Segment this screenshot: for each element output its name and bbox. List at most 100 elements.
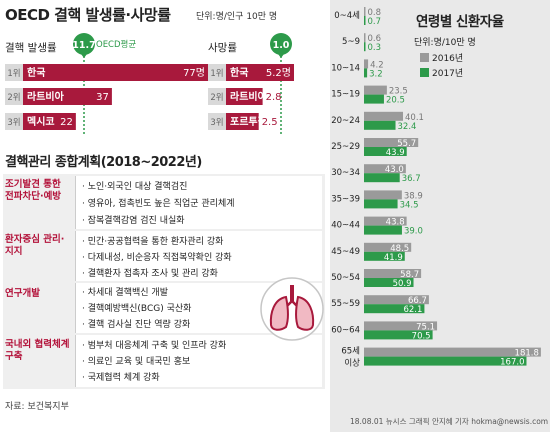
bar-incidence-1: [23, 88, 112, 105]
rank-text-incidence-1: 2위: [7, 93, 20, 103]
value-2017-4: 32.4: [398, 122, 417, 132]
value-2017-2: 3.2: [369, 69, 383, 79]
value-2017-6: 36.7: [402, 174, 421, 184]
age-label-4: 20~24: [331, 116, 360, 126]
rank-text-incidence-2: 3위: [7, 118, 20, 128]
rank-text-mortality-0: 1위: [210, 69, 223, 79]
value-2017-8: 39.0: [404, 227, 423, 237]
value-2016-2: 4.2: [370, 60, 384, 70]
value-2016-0: 0.8: [368, 8, 382, 18]
value-2017-13: 167.0: [500, 358, 524, 368]
bar-2016-6: [364, 164, 406, 174]
rank-text-incidence-0: 1위: [7, 69, 20, 79]
bar-2017-12: [364, 330, 433, 340]
bar-2017-4: [364, 120, 396, 130]
reference-pin-mortality: [270, 33, 292, 55]
value-2016-10: 58.7: [400, 270, 419, 280]
value-2016-13: 181.8: [515, 349, 539, 359]
bar-2017-13: [364, 356, 527, 366]
bar-incidence-0: [23, 64, 208, 81]
bar-2017-5: [364, 147, 407, 156]
rank-badge-mortality-2: [208, 113, 226, 130]
value-2016-9: 48.5: [390, 244, 409, 254]
bar-2017-6: [364, 173, 400, 183]
rank-text-mortality-2: 3위: [210, 118, 223, 128]
value-2016-3: 23.5: [389, 87, 408, 97]
bar-2016-4: [364, 111, 404, 121]
bar-2017-10: [364, 278, 414, 287]
main-title: OECD 결핵 발생률·사망률: [5, 6, 171, 24]
mortality-heading: 사망률: [208, 42, 237, 54]
section-1-item-2: · 영유아, 접촉빈도 높은 직업군 관리체계: [82, 199, 235, 209]
bar-2016-1: [364, 33, 366, 43]
rank-badge-incidence-0: [5, 64, 23, 81]
section-3-item-3: · 결핵 검사실 진단 역량 강화: [82, 320, 191, 330]
legend-2017: 2017년: [420, 66, 463, 79]
value-2016-6: 43.0: [385, 165, 404, 175]
age-label-6: 30~34: [331, 168, 360, 178]
left-panel: OECD 결핵 발생률·사망률 단위:명/인구 10만 명 결핵 발생률 사망률…: [0, 0, 330, 432]
section-4-item-1: · 범부처 대응체계 구축 및 인프라 강화: [82, 341, 227, 351]
section-3-label: 연구개발: [5, 288, 40, 299]
bar-2017-9: [364, 251, 405, 261]
value-label-incidence-0: 77명: [183, 67, 205, 79]
bar-2017-2: [364, 68, 368, 78]
country-label-mortality-0: 한국: [230, 67, 248, 79]
bar-2017-11: [364, 304, 425, 314]
reference-pin-tip-mortality: [275, 50, 287, 58]
age-bar-chart: 0~4세 0.80.75~9 0.60.310~14 4.23.215~19 23.52…: [331, 7, 541, 369]
age-label-11: 55~59: [331, 299, 360, 309]
value-2017-9: 41.9: [384, 253, 403, 263]
value-2017-11: 62.1: [403, 305, 422, 315]
age-chart-unit: 단위:명/10만 명: [414, 38, 476, 48]
value-label-mortality-0: 5.2명: [266, 67, 291, 79]
source-note: 자료: 보건복지부: [5, 402, 69, 412]
legend-swatch-2017: [420, 68, 429, 77]
value-label-mortality-2: 2.5: [262, 117, 278, 128]
section-2-item-1: · 민간·공공협력을 통한 환자관리 강화: [82, 237, 224, 247]
value-2016-4: 40.1: [405, 113, 424, 123]
country-label-mortality-2: 포르투갈: [230, 115, 268, 128]
age-label-2: 10~14: [331, 63, 360, 73]
bar-2016-0: [364, 7, 366, 16]
section-1-label: 조기발견 통한 전파차단·예방: [5, 179, 62, 202]
legend-swatch-2016: [420, 53, 429, 62]
value-2016-11: 66.7: [408, 296, 427, 306]
reference-value-mortality: 1.0: [273, 40, 290, 51]
bar-2016-5: [364, 138, 419, 147]
lungs-icon: [260, 277, 324, 341]
section-2-box: [75, 231, 322, 283]
section-1-item-3: · 잠복결핵감염 검진 내실화: [82, 216, 185, 226]
value-2016-12: 75.1: [416, 322, 435, 332]
bar-2017-7: [364, 199, 398, 209]
bar-2016-12: [364, 321, 438, 331]
value-label-incidence-1: 37: [96, 92, 109, 103]
bar-2017-3: [364, 94, 384, 104]
rank-badge-incidence-2: [5, 113, 23, 130]
bar-2016-13: [364, 347, 541, 357]
value-2017-10: 50.9: [393, 279, 412, 289]
reference-value-incidence: 11.7: [72, 40, 95, 51]
value-2017-7: 34.5: [400, 200, 419, 210]
section-4-item-2: · 의료인 교육 및 대국민 홍보: [82, 357, 191, 367]
oecd-rank-charts: 11.7 OECD평균 1위 한국 77명 2위 라트비아 37 3위 멕시코 22 1.0 1위 한국 5…: [5, 33, 294, 134]
section-4-label: 국내외 협력체계 구축: [5, 339, 70, 362]
value-2016-5: 55.7: [397, 139, 416, 149]
age-label-12: 60~64: [331, 325, 360, 335]
rank-badge-mortality-1: [208, 88, 226, 105]
bar-incidence-2: [23, 113, 76, 130]
rank-badge-incidence-1: [5, 88, 23, 105]
bar-2017-0: [364, 16, 366, 25]
bar-2016-3: [364, 85, 387, 95]
bar-2017-1: [364, 42, 366, 52]
section-3-item-2: · 결핵예방백신(BCG) 국산화: [82, 304, 192, 314]
age-chart-title: 연령별 신환자율: [416, 14, 504, 30]
bar-2016-2: [364, 59, 369, 69]
reference-pin-incidence: [73, 33, 95, 55]
value-2016-1: 0.6: [368, 34, 382, 44]
rank-text-mortality-1: 2위: [210, 93, 223, 103]
age-label-1: 5~9: [342, 37, 360, 47]
country-label-incidence-0: 한국: [27, 67, 45, 79]
bar-2016-10: [364, 269, 422, 278]
value-2017-12: 70.5: [412, 331, 431, 341]
